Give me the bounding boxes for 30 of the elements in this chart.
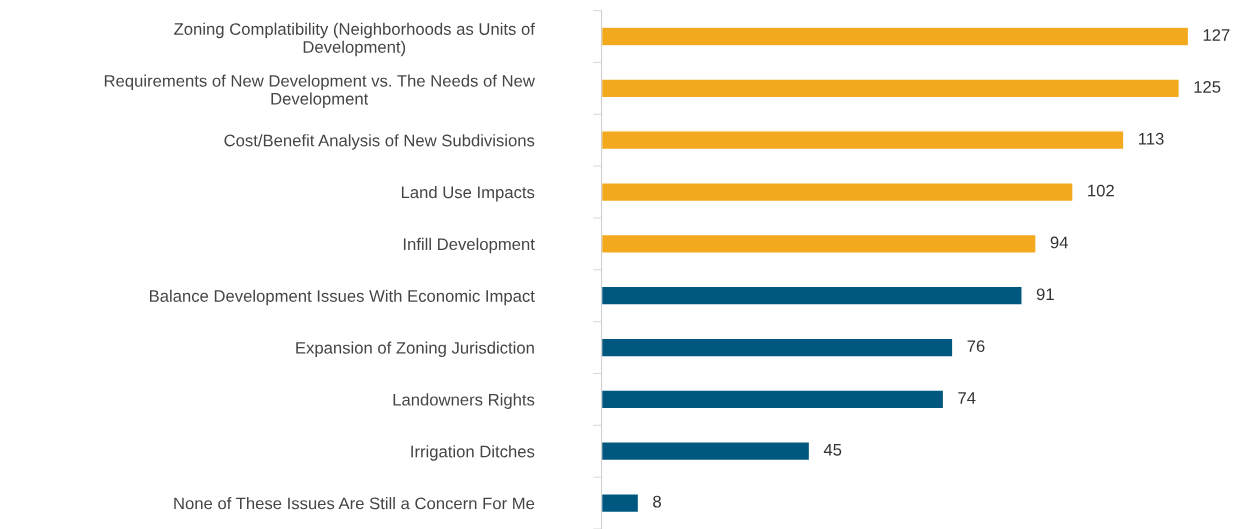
data-label: 127 (1203, 29, 1230, 41)
y-tick-label: Infill Development (403, 237, 535, 254)
bar (601, 130, 1125, 151)
data-label: 74 (958, 392, 976, 404)
data-label: 91 (1036, 288, 1054, 301)
data-label: 45 (823, 444, 842, 456)
bar (601, 389, 945, 410)
y-tick-label: Cost/Benefit Analysis of New Subdivisions (224, 134, 535, 150)
y-tick-label: Landowners Rights (393, 393, 535, 409)
bar (601, 285, 1023, 306)
y-tick-label: None of These Issues Are Still a Concern For Me (174, 497, 535, 510)
bar (601, 233, 1037, 254)
data-label: 125 (1194, 81, 1221, 93)
bar (601, 182, 1074, 203)
bar (601, 441, 811, 462)
y-tick-label: Land Use Impacts (401, 185, 535, 202)
data-label: 8 (653, 495, 661, 508)
data-label: 102 (1088, 184, 1114, 197)
bar (601, 493, 640, 514)
bar (601, 337, 954, 358)
y-tick-label: Expansion of Zoning Jurisdiction (296, 341, 534, 358)
y-tick-label: Balance Development Issues With Economic Impact (149, 289, 535, 306)
y-tick-label: Irrigation Ditches (411, 445, 535, 461)
y-tick-label: Zoning Complatibility (Neighborhoods as Units of Development) (174, 22, 535, 57)
y-tick-label: Requirements of New Development vs. The Needs of New Development (104, 74, 535, 109)
data-label: 94 (1050, 236, 1068, 249)
data-label: 76 (967, 340, 985, 353)
bar (601, 26, 1190, 47)
data-label: 113 (1139, 132, 1164, 145)
bar (601, 78, 1181, 99)
